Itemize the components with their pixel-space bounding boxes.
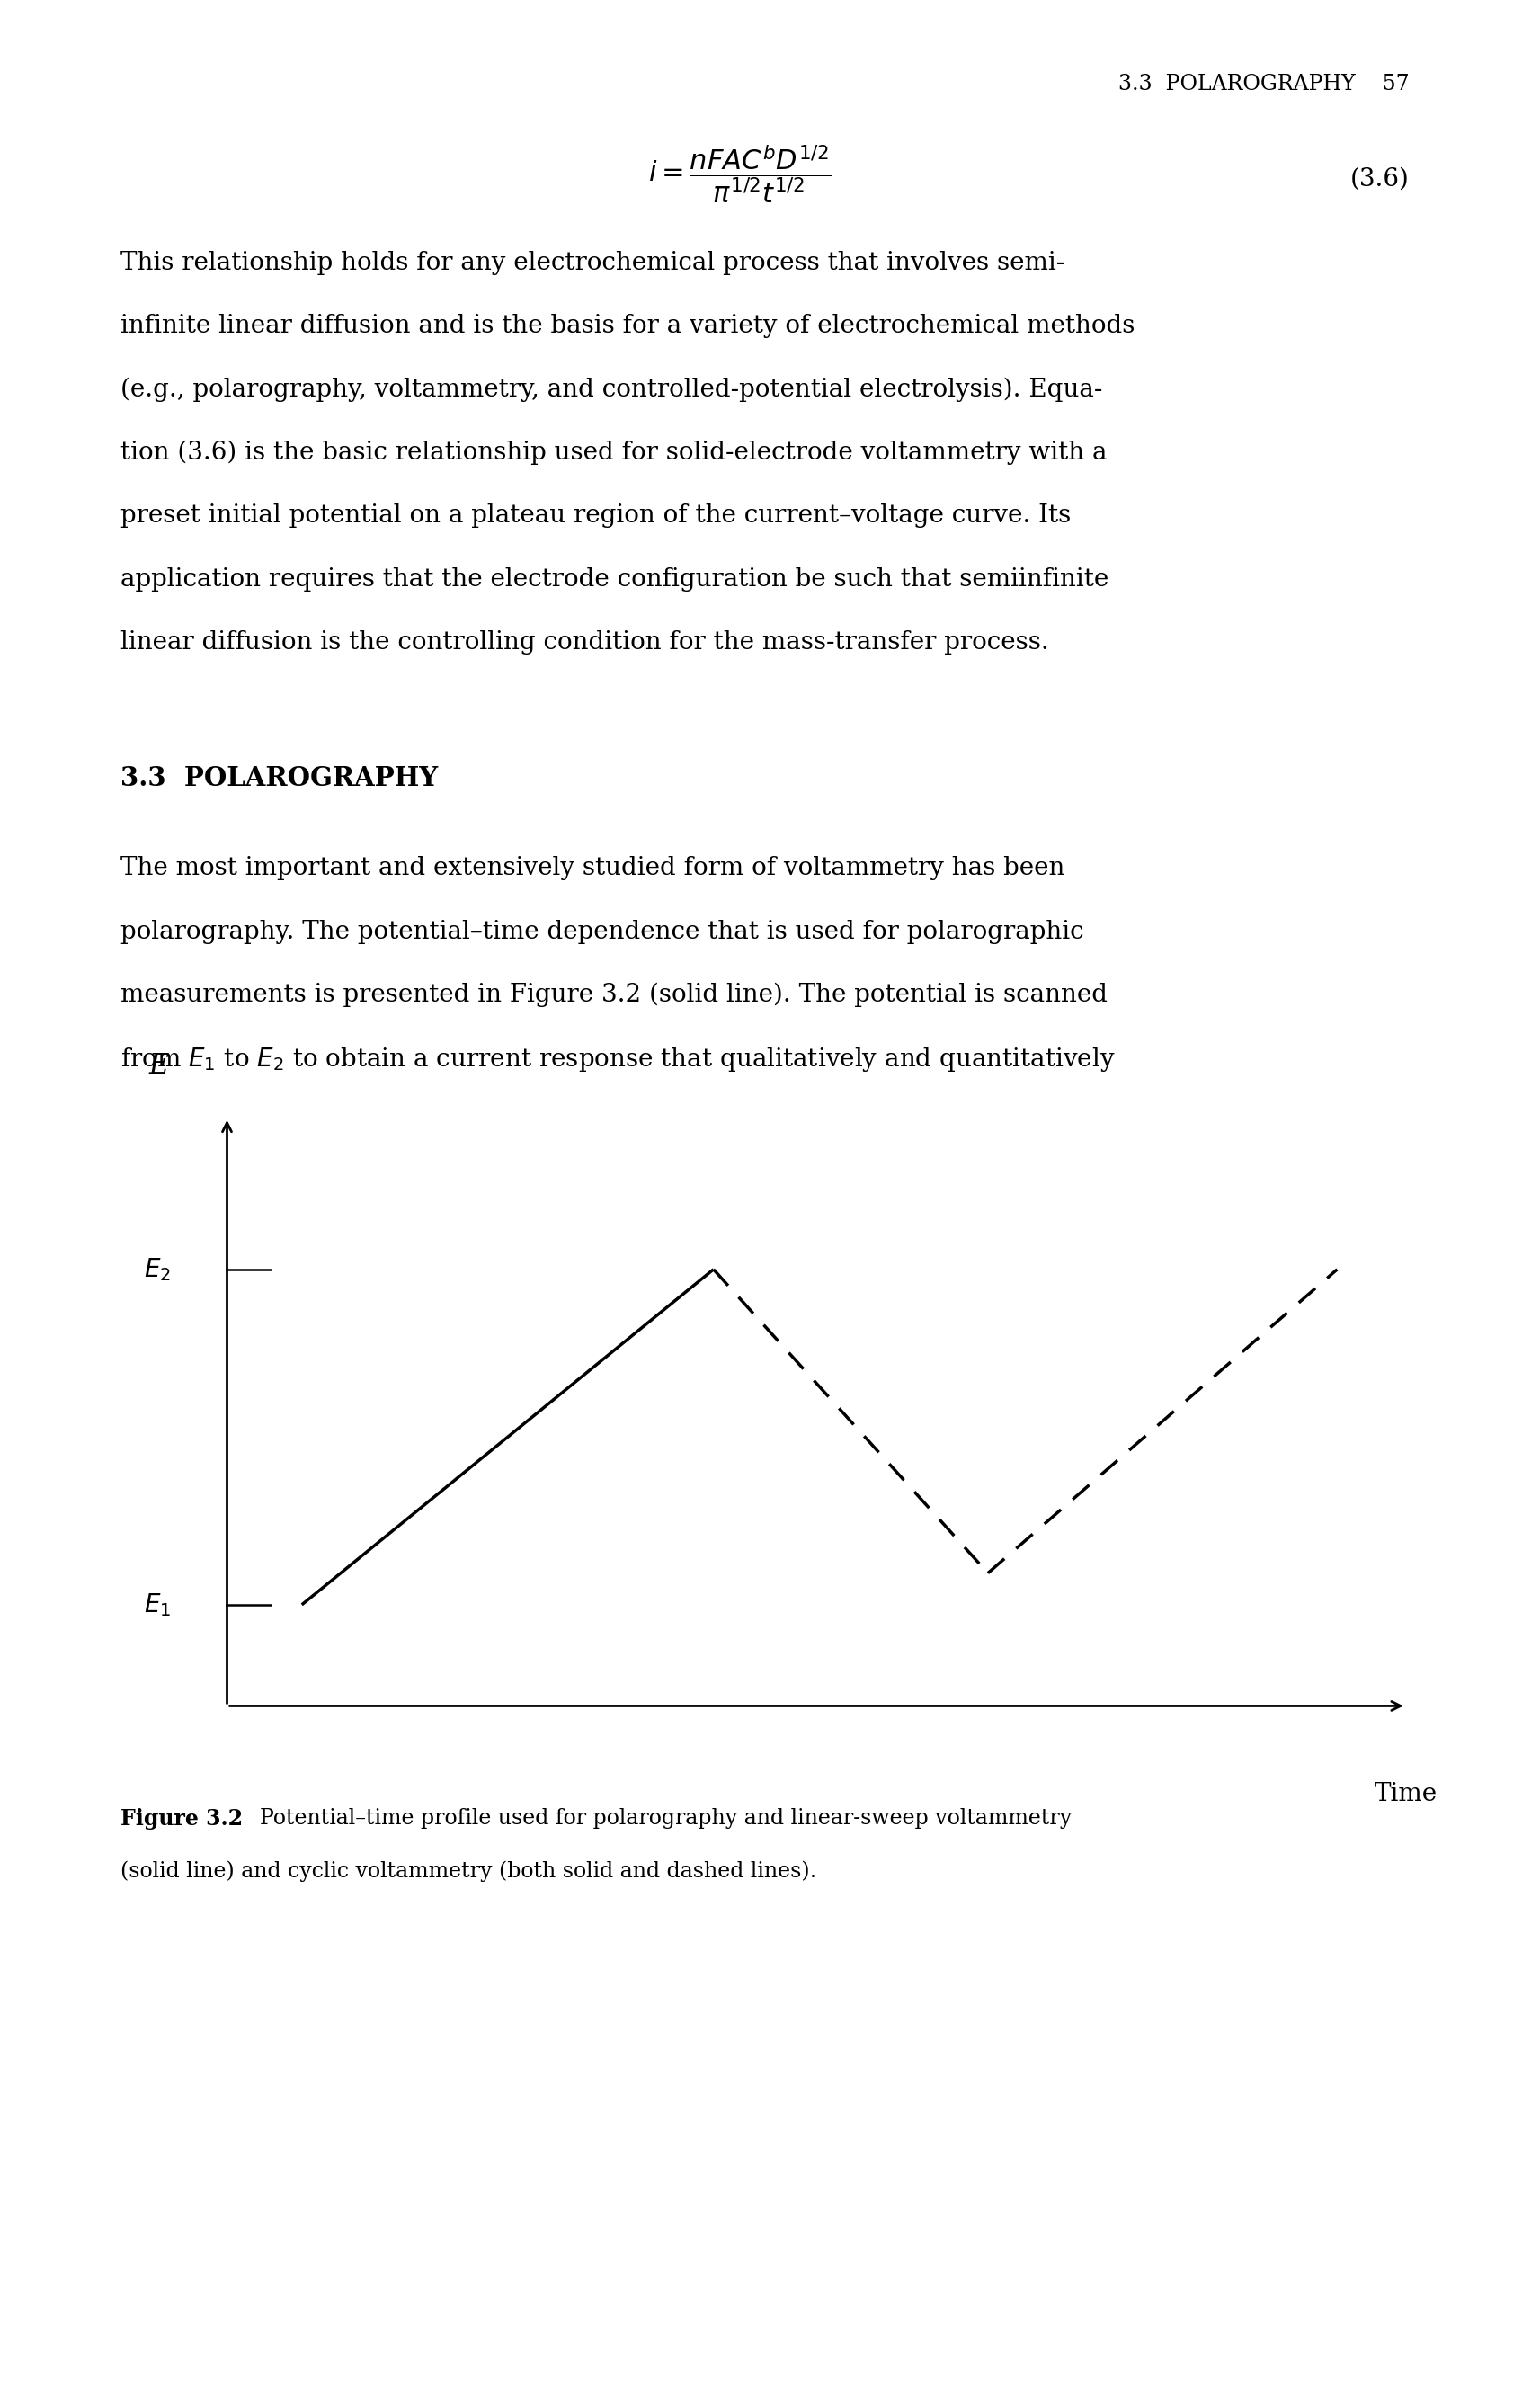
Text: infinite linear diffusion and is the basis for a variety of electrochemical meth: infinite linear diffusion and is the bas…	[120, 313, 1135, 339]
Text: The most important and extensively studied form of voltammetry has been: The most important and extensively studi…	[120, 857, 1064, 881]
Text: Potential–time profile used for polarography and linear-sweep voltammetry: Potential–time profile used for polarogr…	[246, 1808, 1072, 1829]
Text: 3.3  POLAROGRAPHY: 3.3 POLAROGRAPHY	[120, 764, 437, 790]
Text: (solid line) and cyclic voltammetry (both solid and dashed lines).: (solid line) and cyclic voltammetry (bot…	[120, 1860, 816, 1882]
Text: (3.6): (3.6)	[1351, 167, 1409, 191]
Text: application requires that the electrode configuration be such that semiinfinite: application requires that the electrode …	[120, 568, 1109, 592]
Text: 3.3  POLAROGRAPHY    57: 3.3 POLAROGRAPHY 57	[1118, 74, 1409, 96]
Text: This relationship holds for any electrochemical process that involves semi-: This relationship holds for any electroc…	[120, 251, 1064, 275]
Text: measurements is presented in Figure 3.2 (solid line). The potential is scanned: measurements is presented in Figure 3.2 …	[120, 984, 1107, 1008]
Text: polarography. The potential–time dependence that is used for polarographic: polarography. The potential–time depende…	[120, 919, 1084, 943]
Text: tion (3.6) is the basic relationship used for solid-electrode voltammetry with a: tion (3.6) is the basic relationship use…	[120, 439, 1107, 466]
Text: linear diffusion is the controlling condition for the mass-transfer process.: linear diffusion is the controlling cond…	[120, 630, 1049, 654]
Text: E: E	[148, 1051, 168, 1079]
Text: Figure 3.2: Figure 3.2	[120, 1808, 242, 1829]
Text: $E_1$: $E_1$	[143, 1590, 171, 1619]
Text: Time: Time	[1374, 1781, 1437, 1805]
Text: preset initial potential on a plateau region of the current–voltage curve. Its: preset initial potential on a plateau re…	[120, 504, 1070, 528]
Text: from $E_1$ to $E_2$ to obtain a current response that qualitatively and quantita: from $E_1$ to $E_2$ to obtain a current …	[120, 1046, 1115, 1075]
Text: (e.g., polarography, voltammetry, and controlled-potential electrolysis). Equa-: (e.g., polarography, voltammetry, and co…	[120, 377, 1103, 401]
Text: $E_2$: $E_2$	[143, 1256, 171, 1282]
Text: $i = \dfrac{nFAC^bD^{1/2}}{\pi^{1/2}t^{1/2}}$: $i = \dfrac{nFAC^bD^{1/2}}{\pi^{1/2}t^{1…	[648, 143, 830, 205]
